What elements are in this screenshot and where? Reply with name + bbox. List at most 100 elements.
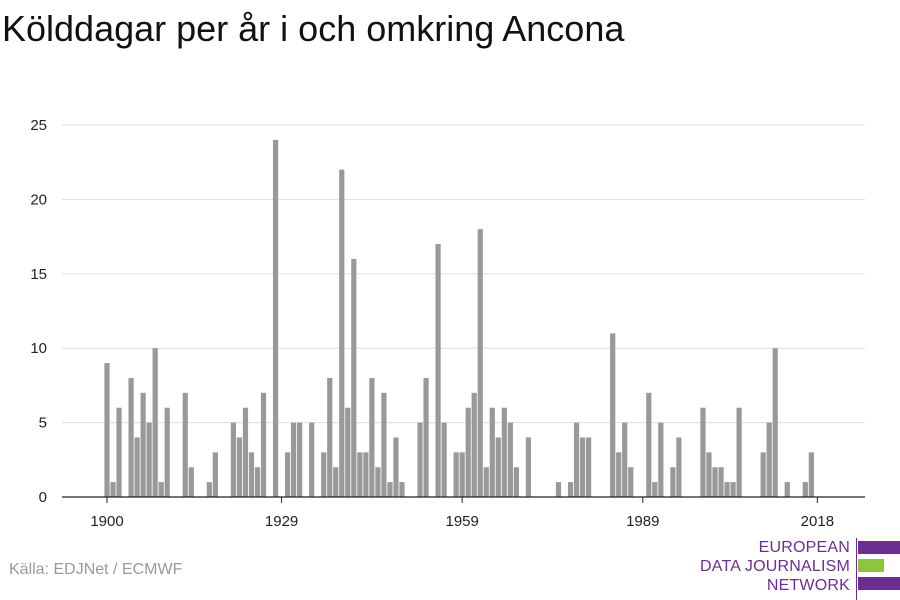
bar-1909 (158, 482, 164, 497)
x-tick-label: 1900 (90, 513, 123, 530)
bar-1978 (573, 422, 580, 497)
y-tick-label: 10 (30, 340, 47, 357)
bar-1924 (248, 452, 255, 497)
x-tick-label: 1959 (445, 513, 478, 530)
bar-2009 (760, 452, 766, 497)
bar-1984 (610, 333, 616, 497)
bar-1900 (104, 363, 110, 497)
y-tick-label: 5 (39, 415, 47, 432)
bar-1938 (333, 467, 339, 497)
logo-bar-green (858, 559, 884, 572)
bar-1930 (285, 452, 291, 497)
bar-2002 (718, 467, 724, 497)
bar-1948 (393, 437, 399, 497)
bar-1991 (652, 482, 658, 497)
x-tick-label: 1929 (265, 513, 298, 530)
bar-1995 (676, 437, 682, 497)
bar-1914 (188, 467, 194, 497)
bar-1968 (513, 467, 519, 497)
x-tick-label: 1989 (626, 513, 659, 530)
bar-1932 (297, 422, 303, 497)
y-tick-label: 15 (30, 266, 47, 283)
logo-divider (856, 538, 857, 600)
edjnet-logo: EUROPEAN DATA JOURNALISM NETWORK (700, 538, 900, 600)
bar-1999 (700, 407, 706, 497)
bar-1926 (260, 392, 267, 497)
bar-1963 (483, 467, 489, 497)
chart-title: Kölddagar per år i och omkring Ancona (2, 8, 625, 49)
gridlines (62, 124, 865, 424)
bar-1947 (387, 482, 393, 497)
bar-1952 (417, 422, 423, 497)
bar-1936 (321, 452, 327, 497)
bar-1922 (236, 437, 243, 497)
bar-1956 (441, 422, 447, 497)
x-tick-label: 2018 (801, 513, 834, 530)
logo-bar-purple-top (858, 541, 900, 554)
bar-1902 (116, 407, 122, 497)
bar-2001 (712, 467, 718, 497)
bar-1907 (146, 422, 152, 497)
y-tick-label: 0 (39, 489, 47, 506)
bar-2005 (736, 407, 742, 497)
bar-1906 (140, 392, 146, 497)
bar-1941 (351, 258, 357, 497)
bar-1908 (152, 348, 158, 497)
bar-1965 (495, 437, 501, 497)
bar-1928 (272, 139, 279, 497)
y-tick-label: 25 (30, 117, 47, 134)
bar-1937 (327, 377, 333, 497)
bar-1949 (399, 482, 405, 497)
bar-2003 (724, 482, 730, 497)
bar-1992 (658, 422, 664, 497)
bar-1946 (381, 392, 387, 497)
bar-1961 (471, 392, 477, 497)
bar-1966 (501, 407, 507, 497)
bar-1979 (579, 437, 586, 497)
bar-1960 (465, 407, 471, 497)
bar-1940 (345, 407, 351, 497)
bar-1958 (453, 452, 459, 497)
logo-text-data-journalism: DATA JOURNALISM (700, 558, 850, 575)
bar-1994 (670, 467, 676, 497)
x-axis-ticks: 1900 1929 1959 1989 2018 (90, 497, 834, 530)
bar-1910 (164, 407, 170, 497)
bar-1904 (128, 377, 134, 497)
y-axis-ticks: 0 5 10 15 20 25 (30, 117, 47, 506)
bar-1945 (375, 467, 381, 497)
bar-1925 (254, 467, 261, 497)
bar-2000 (706, 452, 712, 497)
bar-1931 (291, 422, 297, 497)
bar-chart: 0 5 10 15 20 25 1900 1929 1959 1989 2018 (30, 117, 865, 530)
logo-text-network: NETWORK (766, 577, 850, 594)
bar-2010 (766, 422, 772, 497)
y-tick-label: 20 (30, 191, 47, 208)
bar-1913 (182, 392, 188, 497)
bar-1934 (309, 422, 315, 497)
bar-1939 (339, 169, 345, 497)
bar-2004 (730, 482, 736, 497)
bar-1985 (616, 452, 622, 497)
bar-1962 (477, 229, 483, 497)
bar-1955 (435, 244, 441, 497)
bar-1975 (555, 482, 562, 497)
bar-1944 (369, 377, 375, 497)
logo-text-european: EUROPEAN (758, 539, 850, 556)
bar-1917 (206, 482, 212, 497)
bar-1953 (423, 377, 429, 497)
bar-1923 (242, 407, 249, 497)
bar-1970 (525, 437, 531, 497)
bar-1967 (507, 422, 513, 497)
bar-1987 (628, 467, 634, 497)
bar-1943 (363, 452, 369, 497)
bar-1918 (212, 452, 218, 497)
bar-2011 (772, 348, 778, 497)
bar-1905 (134, 437, 140, 497)
bar-2013 (784, 482, 790, 497)
bar-1980 (586, 437, 592, 497)
bar-2016 (802, 482, 808, 497)
bars (104, 139, 814, 497)
bar-1901 (110, 482, 116, 497)
bar-1959 (459, 452, 465, 497)
bar-1977 (567, 482, 574, 497)
